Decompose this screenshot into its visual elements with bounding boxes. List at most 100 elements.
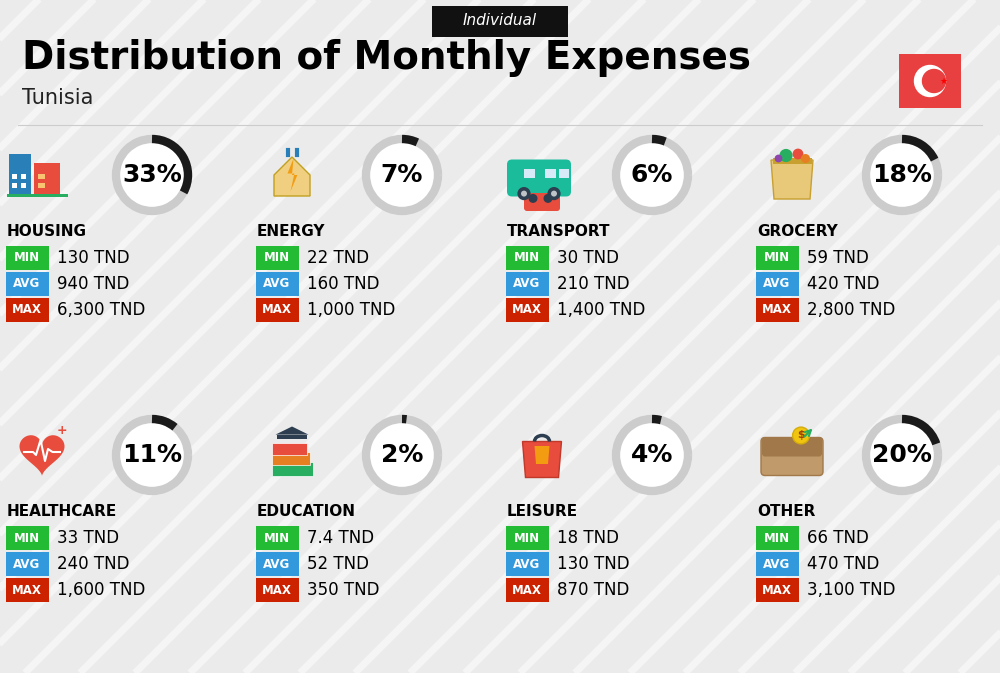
Polygon shape bbox=[274, 157, 310, 196]
Circle shape bbox=[119, 142, 185, 208]
FancyBboxPatch shape bbox=[432, 5, 568, 36]
Circle shape bbox=[119, 422, 185, 488]
Text: MIN: MIN bbox=[764, 252, 790, 264]
FancyBboxPatch shape bbox=[256, 526, 299, 551]
Bar bbox=[558, 169, 569, 178]
Text: AVG: AVG bbox=[763, 557, 791, 571]
Circle shape bbox=[547, 187, 561, 200]
Bar bbox=[38, 183, 45, 188]
Text: 2,800 TND: 2,800 TND bbox=[807, 301, 895, 319]
FancyBboxPatch shape bbox=[506, 552, 548, 576]
Polygon shape bbox=[522, 441, 562, 478]
Text: MAX: MAX bbox=[762, 304, 792, 316]
Text: AVG: AVG bbox=[263, 557, 291, 571]
Polygon shape bbox=[20, 435, 64, 476]
Bar bbox=[7, 194, 68, 197]
FancyBboxPatch shape bbox=[756, 272, 798, 296]
Text: 130 TND: 130 TND bbox=[557, 555, 630, 573]
Text: 1,000 TND: 1,000 TND bbox=[307, 301, 395, 319]
Text: 470 TND: 470 TND bbox=[807, 555, 879, 573]
FancyBboxPatch shape bbox=[506, 272, 548, 296]
Polygon shape bbox=[276, 427, 308, 435]
FancyBboxPatch shape bbox=[762, 437, 822, 456]
Circle shape bbox=[619, 142, 685, 208]
Circle shape bbox=[915, 65, 946, 96]
FancyBboxPatch shape bbox=[506, 246, 548, 271]
FancyBboxPatch shape bbox=[506, 577, 548, 602]
Bar bbox=[12, 174, 17, 180]
Text: 3,100 TND: 3,100 TND bbox=[807, 581, 896, 599]
Text: HOUSING: HOUSING bbox=[7, 223, 87, 238]
Text: AVG: AVG bbox=[513, 277, 541, 291]
Text: MAX: MAX bbox=[12, 583, 42, 596]
Text: 940 TND: 940 TND bbox=[57, 275, 129, 293]
Text: 870 TND: 870 TND bbox=[557, 581, 629, 599]
Text: 20%: 20% bbox=[872, 443, 932, 467]
Bar bbox=[21, 183, 26, 188]
Text: 6,300 TND: 6,300 TND bbox=[57, 301, 145, 319]
Text: MAX: MAX bbox=[512, 583, 542, 596]
Circle shape bbox=[528, 194, 538, 203]
Text: 4%: 4% bbox=[631, 443, 673, 467]
Text: MIN: MIN bbox=[514, 532, 540, 544]
Circle shape bbox=[793, 427, 809, 444]
Circle shape bbox=[521, 190, 527, 197]
FancyBboxPatch shape bbox=[756, 246, 798, 271]
Text: Distribution of Monthly Expenses: Distribution of Monthly Expenses bbox=[22, 39, 751, 77]
Text: LEISURE: LEISURE bbox=[507, 503, 578, 518]
Text: MAX: MAX bbox=[762, 583, 792, 596]
Text: 18 TND: 18 TND bbox=[557, 529, 619, 547]
Text: EDUCATION: EDUCATION bbox=[257, 503, 356, 518]
Bar bbox=[9, 154, 31, 196]
Text: ENERGY: ENERGY bbox=[257, 223, 326, 238]
Text: AVG: AVG bbox=[763, 277, 791, 291]
Bar bbox=[524, 169, 534, 178]
Polygon shape bbox=[534, 446, 550, 464]
Text: MIN: MIN bbox=[764, 532, 790, 544]
FancyBboxPatch shape bbox=[256, 272, 299, 296]
Text: GROCERY: GROCERY bbox=[757, 223, 838, 238]
Circle shape bbox=[793, 149, 803, 160]
Text: MIN: MIN bbox=[14, 252, 40, 264]
Text: 52 TND: 52 TND bbox=[307, 555, 369, 573]
Bar bbox=[34, 163, 60, 196]
FancyBboxPatch shape bbox=[6, 526, 49, 551]
Text: MIN: MIN bbox=[264, 252, 290, 264]
FancyBboxPatch shape bbox=[6, 297, 49, 322]
Text: MAX: MAX bbox=[12, 304, 42, 316]
Circle shape bbox=[779, 149, 793, 162]
Text: MIN: MIN bbox=[514, 252, 540, 264]
Circle shape bbox=[775, 155, 782, 162]
FancyBboxPatch shape bbox=[899, 54, 961, 108]
FancyBboxPatch shape bbox=[507, 160, 571, 197]
Text: AVG: AVG bbox=[513, 557, 541, 571]
Text: 2%: 2% bbox=[381, 443, 423, 467]
Text: 66 TND: 66 TND bbox=[807, 529, 869, 547]
Text: HEALTHCARE: HEALTHCARE bbox=[7, 503, 117, 518]
FancyBboxPatch shape bbox=[6, 246, 49, 271]
Circle shape bbox=[801, 154, 810, 163]
FancyBboxPatch shape bbox=[256, 246, 299, 271]
Text: $: $ bbox=[797, 431, 805, 441]
Text: Tunisia: Tunisia bbox=[22, 88, 93, 108]
Polygon shape bbox=[277, 435, 307, 439]
Text: 130 TND: 130 TND bbox=[57, 249, 130, 267]
Text: 30 TND: 30 TND bbox=[557, 249, 619, 267]
FancyBboxPatch shape bbox=[6, 577, 49, 602]
Polygon shape bbox=[288, 159, 297, 192]
Text: MAX: MAX bbox=[262, 304, 292, 316]
Bar bbox=[545, 169, 556, 178]
Circle shape bbox=[869, 422, 935, 488]
Text: 210 TND: 210 TND bbox=[557, 275, 630, 293]
Circle shape bbox=[369, 142, 435, 208]
Text: 7.4 TND: 7.4 TND bbox=[307, 529, 374, 547]
Text: 6%: 6% bbox=[631, 163, 673, 187]
Bar bbox=[21, 174, 26, 180]
Circle shape bbox=[551, 190, 557, 197]
Text: 22 TND: 22 TND bbox=[307, 249, 369, 267]
Bar bbox=[38, 174, 45, 180]
FancyBboxPatch shape bbox=[256, 577, 299, 602]
FancyBboxPatch shape bbox=[6, 272, 49, 296]
FancyBboxPatch shape bbox=[524, 193, 560, 211]
Circle shape bbox=[369, 422, 435, 488]
